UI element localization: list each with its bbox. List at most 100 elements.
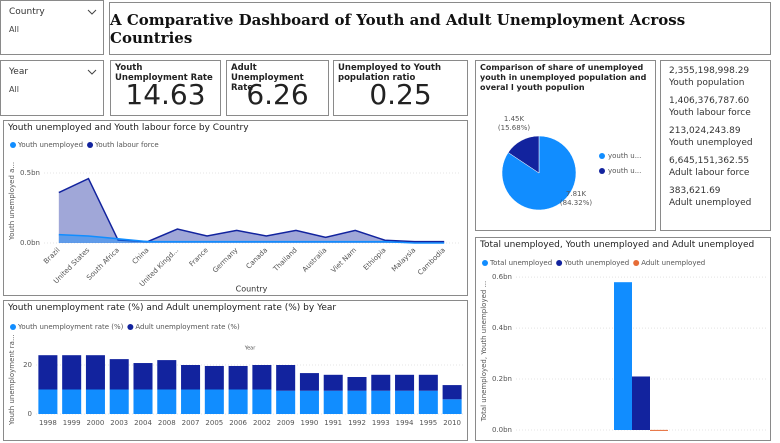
kpi-card: Youth Unemployment Rate 14.63 xyxy=(110,60,221,116)
percent-label: (15.68%) xyxy=(498,124,530,132)
x-tick-label: 1992 xyxy=(348,419,366,427)
x-tick-label: 1998 xyxy=(39,419,57,427)
x-tick-label: Thailand xyxy=(271,246,299,274)
bar-segment xyxy=(109,389,129,414)
kpi-card: Unemployed to Youth population ratio 0.2… xyxy=(333,60,468,116)
x-tick-label: 1990 xyxy=(301,419,319,427)
x-tick-label: 1993 xyxy=(372,419,390,427)
x-tick-label: Brazil xyxy=(42,246,62,266)
bar-segment xyxy=(204,389,224,414)
bar-segment xyxy=(276,390,296,414)
x-tick-label: France xyxy=(188,246,210,268)
y-tick-label: 0.4bn xyxy=(492,324,512,332)
card-label: Adult labour force xyxy=(669,168,750,178)
card-value: 1,406,376,787.60 xyxy=(669,96,750,106)
chevron xyxy=(87,69,97,75)
chart: Total unemployed Youth unemployed Adult un… xyxy=(480,259,766,434)
dashboard-title: A Comparative Dashboard of Youth and Adu… xyxy=(110,10,686,47)
bar-segment xyxy=(157,360,177,390)
pie-slice xyxy=(507,135,540,174)
card-label: Adult Unemployment Rate xyxy=(231,63,304,93)
card-label: Youth labour force xyxy=(669,108,751,118)
x-tick-label: Germany xyxy=(211,246,239,274)
card-value: 383,621.69 xyxy=(669,186,721,196)
line xyxy=(58,233,445,244)
bar-segment xyxy=(299,373,319,391)
clustered-chart-panel: Total unemployed Youth unemployed Adult un… xyxy=(475,237,771,441)
kpi-card: Adult Unemployment Rate 6.26 xyxy=(226,60,329,116)
slicer-label: Country xyxy=(9,7,45,17)
legend-label: youth u... xyxy=(608,167,641,175)
x-tick-label: 1995 xyxy=(419,419,437,427)
bar-segment xyxy=(62,355,82,390)
legend-label: Adult unemployment rate (%) xyxy=(135,323,240,331)
y-tick-label: 0.0bn xyxy=(492,426,512,434)
bar-segment xyxy=(395,374,415,391)
card-label: Youth unemployed xyxy=(669,138,753,148)
bar-segment xyxy=(347,390,367,414)
multi-row-card: 2,355,198,998.29 Youth population 1,406,3… xyxy=(660,60,771,231)
bar xyxy=(614,282,632,430)
area-chart-panel: Youth unemployed Youth labour force 0.0bn 0… xyxy=(3,120,468,296)
x-tick-label: 1999 xyxy=(63,419,81,427)
area xyxy=(58,234,445,243)
bar-segment xyxy=(299,390,319,414)
x-tick-label: 2003 xyxy=(110,419,128,427)
legend-swatch xyxy=(556,260,563,266)
y-tick-label: 0 xyxy=(28,410,32,418)
pie-chart-panel: 7.81K (84.32%) youth u... 1.45K (15.68%) yout… xyxy=(475,60,656,231)
bar-segment xyxy=(133,363,153,390)
card-value: 213,024,243.89 xyxy=(669,126,741,136)
card-label: Youth Unemployment Rate xyxy=(115,63,213,83)
card-value: 14.63 xyxy=(125,78,206,111)
card-label: Adult unemployed xyxy=(669,198,752,208)
y-tick-label: 0.6bn xyxy=(492,273,512,281)
chart-title: Comparison of share of unemployed youth … xyxy=(480,63,647,92)
bar-segment xyxy=(85,389,105,414)
legend-swatch xyxy=(127,324,134,330)
data-label: 1.45K xyxy=(504,115,525,123)
bar-segment xyxy=(252,365,272,390)
bar-segment xyxy=(204,365,224,390)
legend-swatch xyxy=(10,324,16,330)
y-axis-label: Youth unemployment ra... xyxy=(8,334,16,426)
country-slicer[interactable]: Country All xyxy=(0,0,104,55)
y-axis-label: Youth unemployed a... xyxy=(8,162,16,241)
chart-title: Total unemployed, Youth unemployed and A… xyxy=(480,240,755,250)
legend-label: Adult unemployed xyxy=(641,259,705,267)
legend-swatch xyxy=(599,153,605,159)
percent-label: (84.32%) xyxy=(560,199,592,207)
chart-title: Youth unemployed and Youth labour force … xyxy=(8,123,249,133)
bar-segment xyxy=(371,374,391,391)
bar-segment xyxy=(133,389,153,414)
card-value: 0.25 xyxy=(369,78,432,111)
x-tick-label: Malaysia xyxy=(390,246,417,273)
year-slicer[interactable]: Year All xyxy=(0,60,104,116)
bar-segment xyxy=(228,389,248,414)
slicer-value: All xyxy=(9,85,19,94)
x-tick-label: Ethiopia xyxy=(362,246,388,272)
x-tick-label: 2002 xyxy=(253,419,271,427)
legend-swatch xyxy=(482,260,488,266)
chart: 7.81K(84.32%) youth u... 1.45K(15.68%) yout… xyxy=(498,115,641,211)
x-tick-label: 2008 xyxy=(158,419,176,427)
bar-segment xyxy=(85,355,105,390)
bar-segment xyxy=(38,355,58,390)
y-axis-label: Total unemployed, Youth unemployed ... xyxy=(480,281,488,423)
bar-segment xyxy=(371,390,391,414)
legend-label: Total unemployed xyxy=(489,259,552,267)
x-tick-label: 2000 xyxy=(87,419,105,427)
bar-segment xyxy=(395,390,415,414)
bar-segment xyxy=(181,389,201,414)
slicer-value: All xyxy=(9,25,19,34)
x-tick-label: Canada xyxy=(245,246,269,270)
legend-label: youth u... xyxy=(608,152,641,160)
x-tick-label: Australia xyxy=(301,246,329,274)
legend-label: Youth unemployed xyxy=(17,141,83,149)
legend-label: Youth unemployment rate (%) xyxy=(17,323,124,331)
x-tick-label: 2009 xyxy=(277,419,295,427)
legend-label: Youth labour force xyxy=(94,141,159,149)
bar-segment xyxy=(181,365,201,390)
bar xyxy=(632,376,650,430)
